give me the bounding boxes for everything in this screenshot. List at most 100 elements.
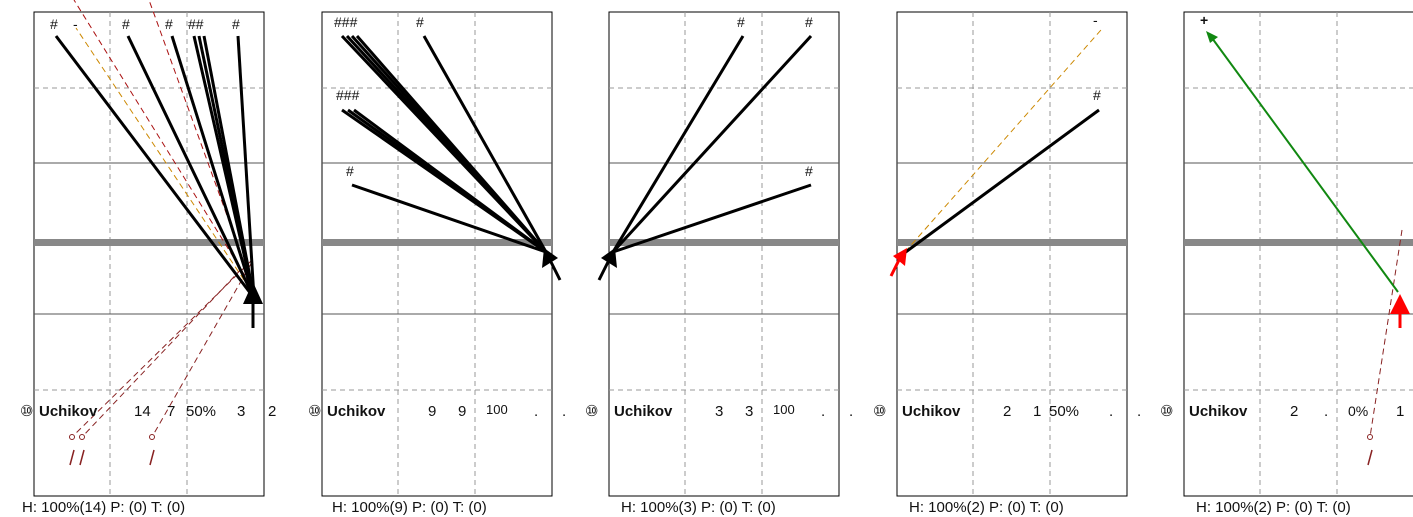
stat-1: 9: [428, 403, 436, 420]
circle-number: ⑩: [1160, 403, 1173, 420]
panel-footer: H: 100%(9) P: (0) T: (0): [332, 499, 487, 516]
player-name: Uchikov: [327, 403, 386, 420]
grid: [34, 12, 264, 496]
top-label: -: [73, 16, 78, 32]
grid-solid: [1184, 162, 1413, 315]
circle-number: ⑩: [308, 403, 321, 420]
stat-3: 50%: [186, 403, 216, 420]
grid: [609, 12, 839, 496]
stat-5: .: [562, 403, 566, 420]
solid-traces: [340, 34, 548, 254]
trace-endpoints: [69, 434, 155, 440]
player-name: Uchikov: [614, 403, 673, 420]
green-arrow-icon: [1206, 31, 1218, 43]
top-label: #: [805, 14, 813, 30]
dashed-ticks: [69, 449, 155, 466]
panel-1: # - # # ## # ⑩ Uchikov 14 7 50% 3 2 H: 1…: [20, 0, 276, 516]
stat-2: 7: [167, 403, 175, 420]
panel-frame: [608, 11, 840, 497]
top-label: -: [1093, 12, 1098, 28]
stat-1: 2: [1003, 403, 1011, 420]
grid: [322, 12, 552, 496]
center-band: [1184, 239, 1413, 246]
stat-3: 100: [773, 402, 795, 417]
stat-4: 3: [237, 403, 245, 420]
panel-2: ### # ### # ⑩ Uchikov 9 9 100 . . H: 100…: [308, 11, 566, 516]
arrow-tail: [548, 259, 562, 281]
top-label: #: [416, 14, 424, 30]
grid-solid: [609, 162, 839, 315]
red-arrow-icon: [1390, 294, 1410, 314]
solid-traces: [54, 35, 256, 299]
stat-1: 3: [715, 403, 723, 420]
up-arrow-icon: [243, 282, 263, 304]
stat-2: 3: [745, 403, 753, 420]
stat-3: 100: [486, 402, 508, 417]
solid-traces: [611, 34, 813, 254]
top-label: #: [232, 16, 240, 32]
stat-2: .: [1324, 403, 1328, 420]
low-label: #: [346, 163, 354, 179]
stat-1: 2: [1290, 403, 1298, 420]
stat-5: 2: [268, 403, 276, 420]
center-band: [34, 239, 264, 246]
solid-trace: [902, 108, 1100, 256]
top-label: +: [1200, 12, 1208, 28]
circle-number: ⑩: [585, 403, 598, 420]
grid-solid: [897, 162, 1127, 315]
trace-endpoint: [1367, 434, 1373, 440]
center-band: [897, 239, 1127, 246]
stat-4: .: [534, 403, 538, 420]
panel-footer: H: 100%(3) P: (0) T: (0): [621, 499, 776, 516]
circle-number: ⑩: [20, 403, 33, 420]
dashed-tick: [1367, 449, 1373, 466]
top-label: #: [50, 16, 58, 32]
stat-4: 1: [1396, 403, 1404, 420]
top-label: ##: [188, 16, 204, 32]
top-label: ###: [334, 14, 358, 30]
player-name: Uchikov: [902, 403, 961, 420]
arrow-tail: [889, 259, 901, 277]
stat-4: .: [1109, 403, 1113, 420]
center-band: [322, 239, 552, 246]
panel-5: + ⑩ Uchikov 2 . 0% 1 H: 100%(2) P: (0) T…: [1160, 11, 1413, 516]
panel-frame: [1183, 11, 1413, 497]
low-label: #: [805, 163, 813, 179]
top-label: #: [165, 16, 173, 32]
stat-5: .: [849, 403, 853, 420]
arrow-icon: [542, 248, 558, 268]
stat-5: .: [1137, 403, 1141, 420]
panel-frame: [896, 11, 1128, 497]
green-trace: [1211, 37, 1399, 293]
panel-frame: [321, 11, 553, 497]
grid: [897, 12, 1127, 496]
panel-3: # # # ⑩ Uchikov 3 3 100 . . H: 100%(3) P…: [585, 11, 853, 516]
dashed-trace: [904, 29, 1102, 253]
grid-solid: [322, 162, 552, 315]
stat-1: 14: [134, 403, 151, 420]
circle-number: ⑩: [873, 403, 886, 420]
panel-frame: [33, 11, 265, 497]
stat-3: 0%: [1348, 403, 1368, 419]
stat-3: 50%: [1049, 403, 1079, 420]
stat-2: 1: [1033, 403, 1041, 420]
panel-footer: H: 100%(2) P: (0) T: (0): [1196, 499, 1351, 516]
grid: [1184, 12, 1413, 496]
panel-4: - # ⑩ Uchikov 2 1 50% . . H: 100%(2) P: …: [873, 11, 1141, 516]
arrow-icon: [601, 248, 617, 268]
stat-2: 9: [458, 403, 466, 420]
arrow-tail: [597, 259, 611, 281]
dashed-trace: [1369, 229, 1403, 438]
red-arrow-icon: [893, 248, 907, 266]
top-label: #: [122, 16, 130, 32]
mid-label: #: [1093, 87, 1101, 103]
top-label: #: [737, 14, 745, 30]
mid-label: ###: [336, 87, 360, 103]
player-name: Uchikov: [39, 403, 98, 420]
panel-footer: H: 100%(2) P: (0) T: (0): [909, 499, 1064, 516]
dashed-traces: [71, 0, 261, 438]
player-name: Uchikov: [1189, 403, 1248, 420]
stat-4: .: [821, 403, 825, 420]
center-band: [609, 239, 839, 246]
